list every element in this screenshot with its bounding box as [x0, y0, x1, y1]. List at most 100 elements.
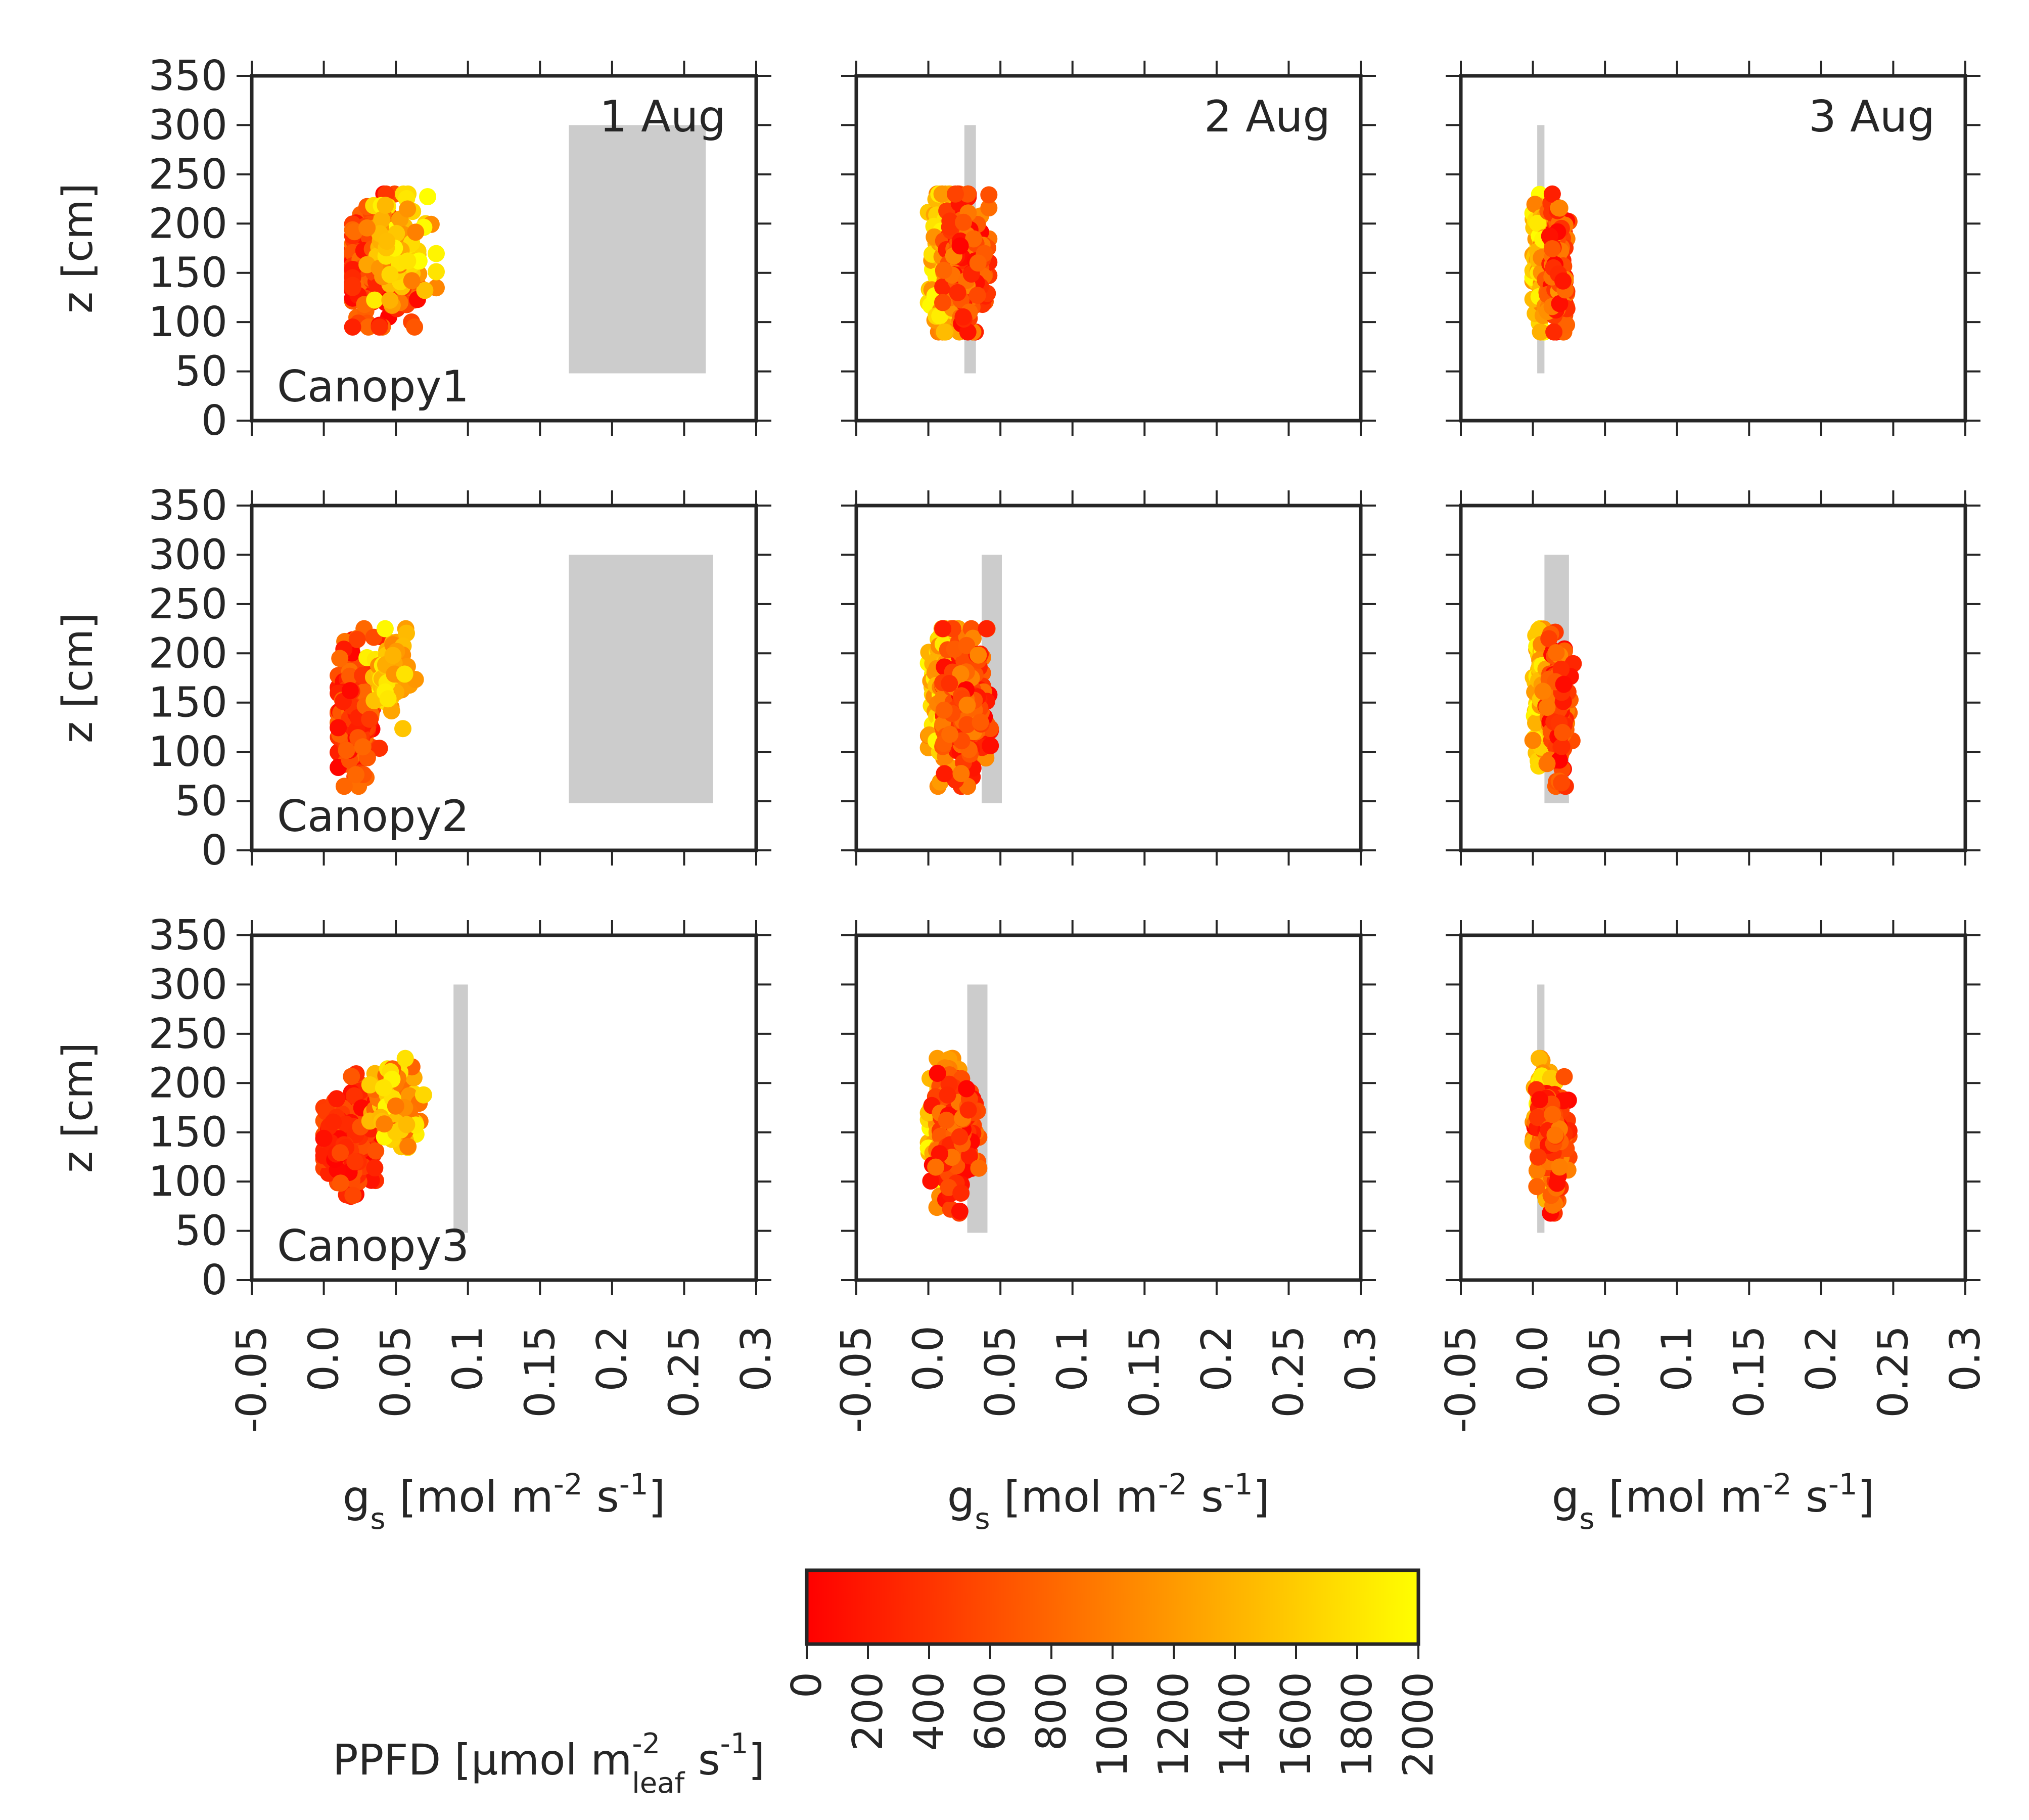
- y-tick-label: 350: [148, 912, 227, 960]
- colorbar-tick-label: 1600: [1272, 1672, 1320, 1778]
- data-point: [980, 199, 998, 217]
- y-tick-label: 350: [148, 482, 227, 530]
- data-point: [335, 778, 353, 795]
- scatter-points: [1524, 185, 1578, 341]
- x-tick-label: 0.0: [300, 1326, 348, 1391]
- data-point: [931, 1145, 948, 1162]
- x-tick-label: 0.05: [977, 1326, 1025, 1418]
- data-point: [377, 197, 394, 214]
- data-point: [399, 200, 417, 218]
- data-point: [366, 1159, 384, 1177]
- colorbar-tick-label: 0: [783, 1672, 831, 1698]
- scatter-points: [1524, 1050, 1578, 1222]
- data-point: [972, 713, 989, 731]
- data-point: [935, 701, 953, 719]
- data-point: [344, 1187, 362, 1204]
- data-point: [1534, 682, 1552, 700]
- data-point: [373, 211, 391, 229]
- data-point: [951, 1202, 969, 1220]
- data-point: [1538, 699, 1556, 716]
- x-tick-label: 0.1: [444, 1326, 492, 1391]
- data-point: [1555, 675, 1573, 693]
- range-band: [453, 984, 468, 1233]
- y-tick-label: 250: [148, 151, 227, 199]
- data-point: [1551, 199, 1569, 217]
- data-point: [958, 1080, 976, 1098]
- y-axis-label: z [cm]: [54, 183, 102, 313]
- data-point: [958, 636, 976, 654]
- x-tick-label: 0.05: [372, 1326, 420, 1418]
- data-point: [1540, 630, 1558, 648]
- x-tick-label: 0.15: [516, 1326, 564, 1418]
- data-point: [428, 263, 445, 281]
- range-band: [569, 555, 713, 803]
- date-label: 1 Aug: [600, 92, 726, 142]
- axes-frame: [250, 74, 758, 423]
- range-band: [569, 125, 706, 374]
- data-point: [348, 630, 366, 648]
- data-point: [376, 1115, 393, 1133]
- colorbar-tick-label: 2000: [1395, 1672, 1443, 1778]
- data-point: [341, 682, 359, 700]
- data-point: [399, 252, 417, 270]
- data-point: [367, 1142, 385, 1160]
- colorbar-tick-label: 400: [905, 1672, 953, 1751]
- data-point: [332, 1174, 349, 1192]
- data-point: [1542, 1069, 1559, 1087]
- data-point: [982, 737, 999, 754]
- y-tick-label: 250: [148, 580, 227, 628]
- y-tick-label: 200: [148, 200, 227, 248]
- y-tick-label: 300: [148, 961, 227, 1009]
- data-point: [941, 212, 959, 230]
- data-point: [955, 213, 972, 231]
- data-point: [1524, 732, 1542, 749]
- data-point: [407, 223, 425, 241]
- data-point: [941, 725, 959, 743]
- x-tick-label: 0.3: [1942, 1326, 1990, 1391]
- y-tick-label: 50: [175, 348, 227, 396]
- data-point: [1558, 316, 1576, 334]
- scatter-points: [330, 620, 424, 795]
- data-point: [941, 675, 958, 692]
- data-point: [938, 1111, 955, 1129]
- data-point: [1543, 185, 1561, 203]
- data-point: [958, 696, 976, 714]
- data-point: [375, 1079, 392, 1097]
- x-axis-label: gs [mol m-2 s-1]: [343, 1467, 666, 1536]
- data-point: [931, 307, 949, 325]
- data-point: [1528, 1162, 1546, 1179]
- data-point: [343, 1068, 360, 1085]
- data-point: [371, 740, 388, 757]
- y-tick-label: 0: [201, 397, 227, 445]
- data-point: [952, 765, 970, 783]
- axes-frame: [1459, 933, 1967, 1282]
- x-tick-label: 0.25: [1265, 1326, 1313, 1418]
- colorbar-tick-label: 1200: [1150, 1672, 1198, 1778]
- data-point: [378, 233, 396, 250]
- x-tick-label: -0.05: [833, 1326, 881, 1433]
- data-point: [416, 282, 434, 299]
- data-point: [398, 1116, 416, 1133]
- colorbar-gradient: [807, 1570, 1418, 1644]
- data-point: [965, 230, 983, 248]
- panel-r2c1: -0.05 0.0 0.05 0.1 0.15 0.2 0.25 0.3 gs [mol m-2…: [833, 920, 1385, 1536]
- canopy-label: Canopy2: [277, 791, 469, 842]
- data-point: [1526, 196, 1544, 213]
- data-point: [338, 742, 355, 759]
- data-point: [952, 1185, 970, 1202]
- data-point: [1531, 1091, 1548, 1109]
- data-point: [406, 318, 424, 336]
- data-point: [428, 245, 445, 262]
- y-tick-label: 0: [201, 1256, 227, 1304]
- y-tick-label: 300: [148, 101, 227, 149]
- y-tick-label: 50: [175, 778, 227, 826]
- data-point: [1529, 1148, 1547, 1166]
- x-tick-label: 0.15: [1121, 1326, 1169, 1418]
- data-point: [922, 1172, 940, 1190]
- y-tick-label: 350: [148, 52, 227, 100]
- x-tick-label: -0.05: [1437, 1326, 1485, 1433]
- data-point: [949, 284, 966, 301]
- data-point: [344, 318, 361, 336]
- data-point: [939, 1086, 956, 1104]
